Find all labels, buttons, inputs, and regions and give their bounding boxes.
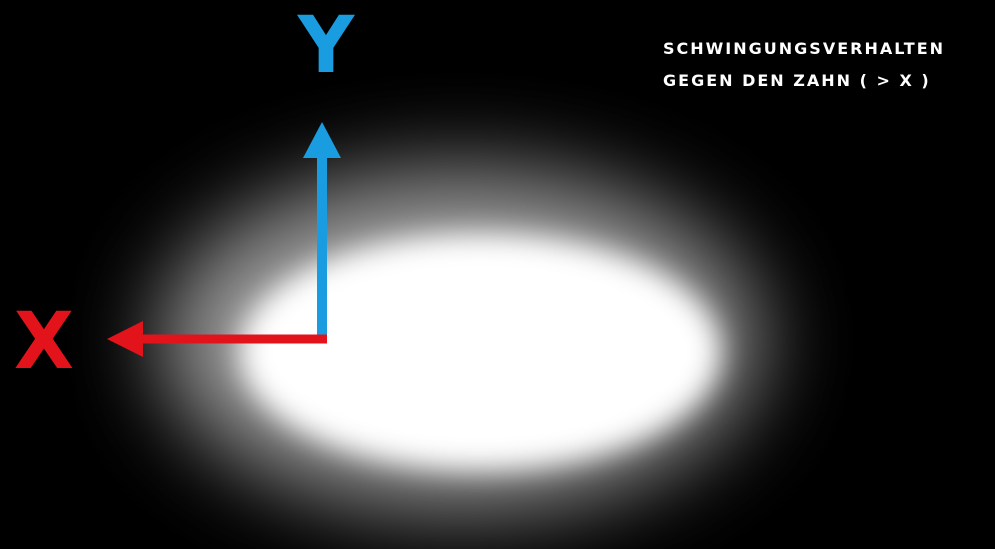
x-label: X: [14, 297, 74, 387]
bright-spot: [240, 234, 720, 470]
caption-line: SCHWINGUNGSVERHALTEN: [663, 39, 945, 58]
y-label: Y: [297, 1, 356, 91]
page: Y X SCHWINGUNGSVERHALTEN GEGEN DEN ZAHN …: [0, 0, 995, 549]
caption-line: GEGEN DEN ZAHN ( > X ): [663, 71, 931, 90]
scene: Y X SCHWINGUNGSVERHALTEN GEGEN DEN ZAHN …: [0, 0, 995, 549]
